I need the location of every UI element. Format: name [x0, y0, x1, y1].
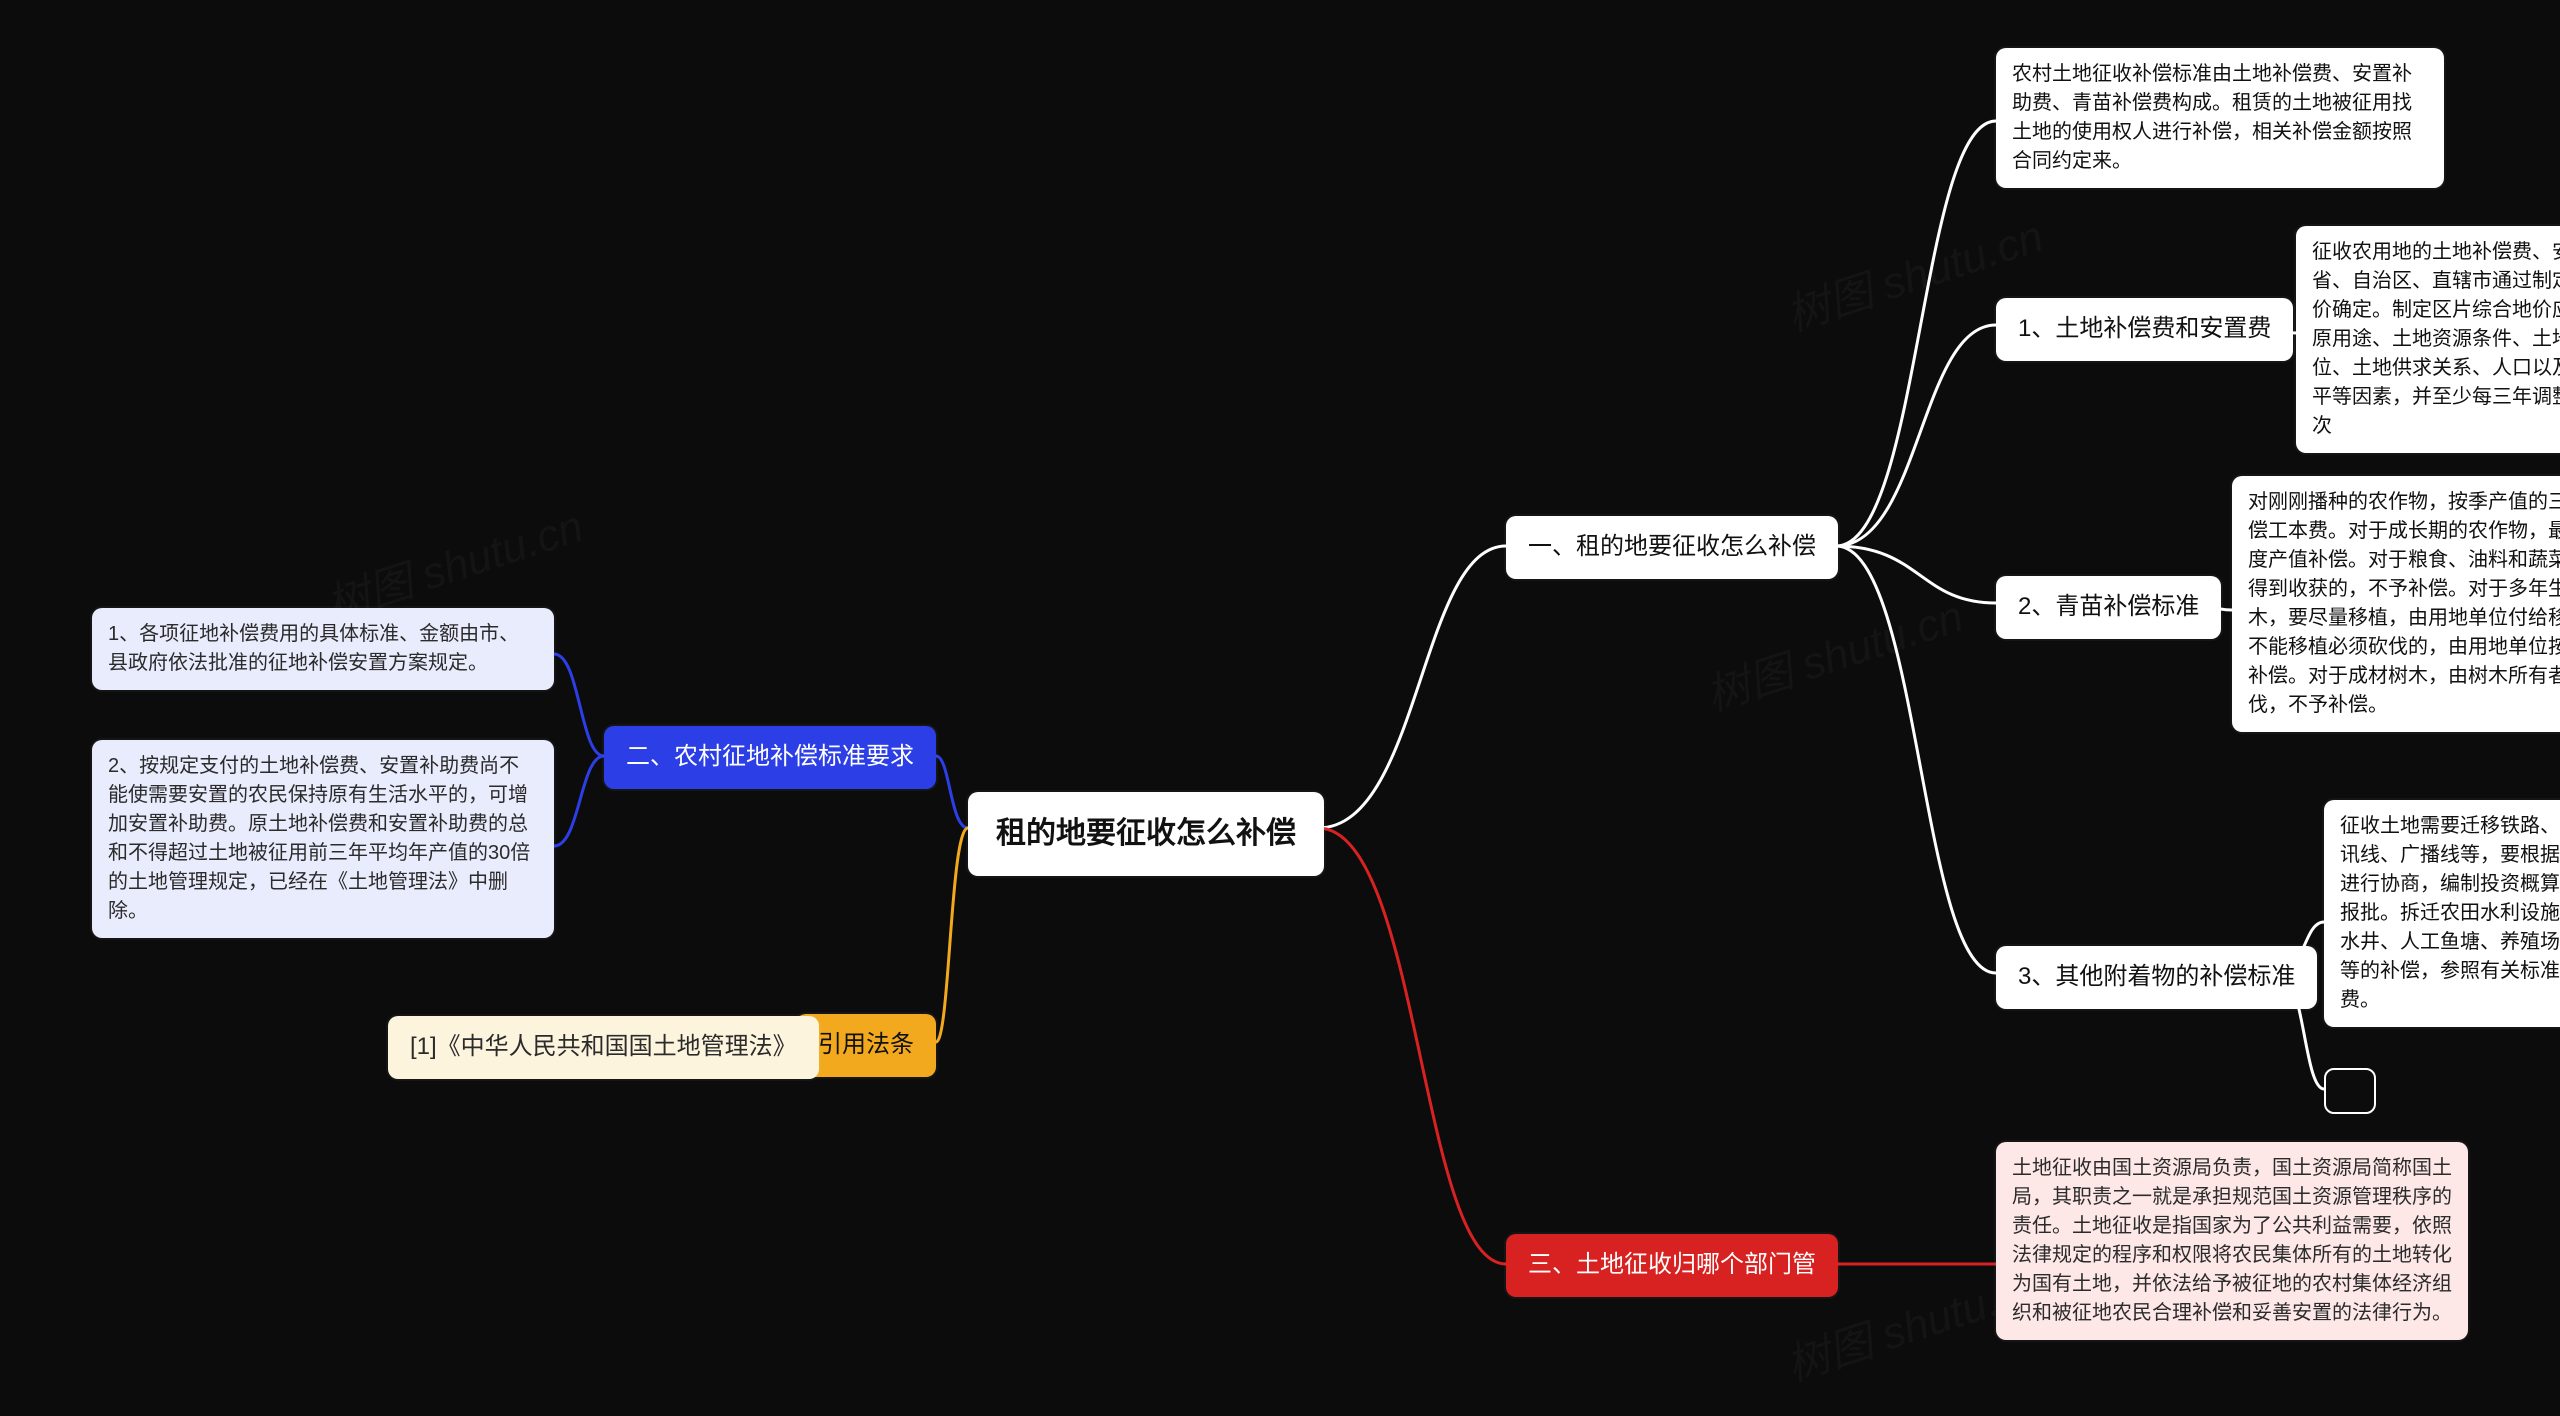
- root-node[interactable]: 租的地要征收怎么补偿: [968, 792, 1324, 876]
- branch-1-item-1[interactable]: 1、土地补偿费和安置费: [1996, 298, 2293, 361]
- branch-1-item-2[interactable]: 2、青苗补偿标准: [1996, 576, 2221, 639]
- branch-3-detail[interactable]: 土地征收由国土资源局负责，国土资源局简称国土局，其职责之一就是承担规范国土资源管…: [1996, 1142, 2468, 1340]
- watermark: 树图 shutu.cn: [1697, 580, 1970, 723]
- mindmap-canvas: 树图 shutu.cn 树图 shutu.cn 树图 shutu.cn 树图 s…: [0, 0, 2560, 1416]
- branch-1[interactable]: 一、租的地要征收怎么补偿: [1506, 516, 1838, 579]
- branch-1-item-1-detail[interactable]: 征收农用地的土地补偿费、安置补助费标准由省、自治区、直辖市通过制定公布区片综合地…: [2296, 226, 2560, 453]
- branch-2-item-2[interactable]: 2、按规定支付的土地补偿费、安置补助费尚不能使需要安置的农民保持原有生活水平的，…: [92, 740, 554, 938]
- branch-2[interactable]: 二、农村征地补偿标准要求: [604, 726, 936, 789]
- branch-2-item-1[interactable]: 1、各项征地补偿费用的具体标准、金额由市、县政府依法批准的征地补偿安置方案规定。: [92, 608, 554, 690]
- branch-4-detail[interactable]: [1]《中华人民共和国国土地管理法》: [388, 1016, 819, 1079]
- branch-1-item-3[interactable]: 3、其他附着物的补偿标准: [1996, 946, 2317, 1009]
- branch-1-item-3-detail[interactable]: 征收土地需要迁移铁路、公路、高压电线、通讯线、广播线等，要根据具体情况和有关部门…: [2324, 800, 2560, 1027]
- branch-1-item-2-detail[interactable]: 对刚刚播种的农作物，按季产值的三分之一补偿工本费。对于成长期的农作物，最高按一季…: [2232, 476, 2560, 732]
- branch-1-item-3-blank[interactable]: [2324, 1068, 2376, 1114]
- branch-1-intro[interactable]: 农村土地征收补偿标准由土地补偿费、安置补助费、青苗补偿费构成。租赁的土地被征用找…: [1996, 48, 2444, 188]
- branch-3[interactable]: 三、土地征收归哪个部门管: [1506, 1234, 1838, 1297]
